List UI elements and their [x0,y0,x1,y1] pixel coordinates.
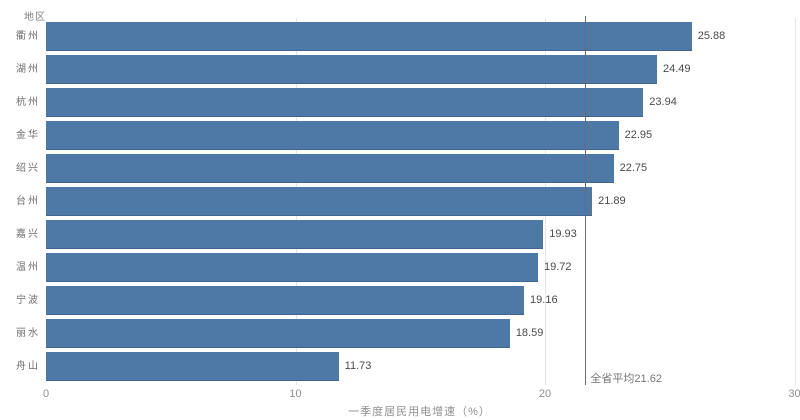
bar[interactable] [46,55,658,84]
reference-line-label: 全省平均21.62 [590,373,662,385]
value-label: 22.75 [619,162,648,174]
value-label: 11.73 [344,360,372,372]
bar[interactable] [46,286,525,315]
category-label: 金华 [16,130,40,141]
category-label: 绍兴 [16,163,40,174]
category-label: 台州 [16,196,40,207]
value-label: 21.89 [598,195,626,207]
bar[interactable] [46,154,614,183]
bar[interactable] [46,121,619,150]
gridline [794,18,796,385]
bar[interactable] [46,187,593,216]
category-label: 宁波 [16,295,40,306]
value-label: 25.88 [697,30,726,42]
bar[interactable] [46,88,644,117]
x-tick-label: 0 [42,388,50,400]
value-label: 23.94 [649,96,677,108]
bar[interactable] [46,352,339,381]
value-label: 24.49 [663,63,691,75]
bar[interactable] [46,220,544,249]
y-axis-title: 地区 [24,12,46,23]
bar[interactable] [46,253,538,282]
category-label: 湖州 [16,64,40,75]
category-label: 杭州 [16,97,40,108]
value-label: 18.59 [515,327,544,339]
category-label: 丽水 [16,328,40,339]
x-tick-label: 30 [788,388,800,400]
category-label: 舟山 [16,361,40,372]
category-label: 嘉兴 [16,229,40,240]
value-label: 19.16 [530,294,558,306]
value-label: 19.93 [549,228,577,240]
x-tick-label: 20 [538,388,552,400]
value-label: 22.95 [624,129,653,141]
category-label: 温州 [16,262,40,273]
bar[interactable] [46,22,692,51]
category-label: 衢州 [16,31,40,42]
reference-line [585,16,587,385]
bar[interactable] [46,319,510,348]
x-tick-label: 10 [289,388,302,400]
x-axis-title: 一季度居民用电增速（%） [348,406,491,418]
value-label: 19.72 [544,261,572,273]
